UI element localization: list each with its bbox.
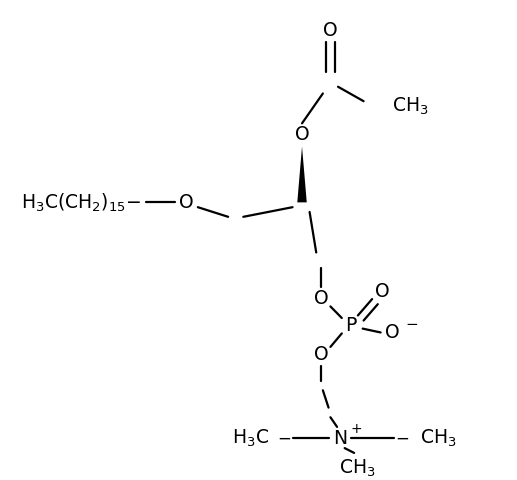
Text: O: O bbox=[375, 283, 390, 301]
Text: O: O bbox=[314, 345, 328, 364]
Text: O: O bbox=[314, 289, 328, 308]
Text: −: − bbox=[395, 430, 409, 447]
Text: H$_3$C: H$_3$C bbox=[232, 428, 269, 449]
Text: O: O bbox=[385, 323, 399, 342]
Text: P: P bbox=[345, 316, 357, 335]
Text: O: O bbox=[323, 21, 338, 40]
Text: −: − bbox=[405, 317, 418, 332]
Text: −: − bbox=[277, 430, 291, 447]
Text: CH$_3$: CH$_3$ bbox=[392, 96, 429, 117]
Text: H$_3$C(CH$_2$)$_{15}$−: H$_3$C(CH$_2$)$_{15}$− bbox=[21, 191, 141, 214]
Text: O: O bbox=[295, 125, 309, 144]
Text: CH$_3$: CH$_3$ bbox=[339, 458, 375, 479]
Polygon shape bbox=[297, 146, 307, 203]
Text: +: + bbox=[351, 422, 362, 436]
Text: CH$_3$: CH$_3$ bbox=[420, 428, 457, 449]
Text: O: O bbox=[179, 193, 194, 212]
Text: N: N bbox=[333, 429, 347, 448]
